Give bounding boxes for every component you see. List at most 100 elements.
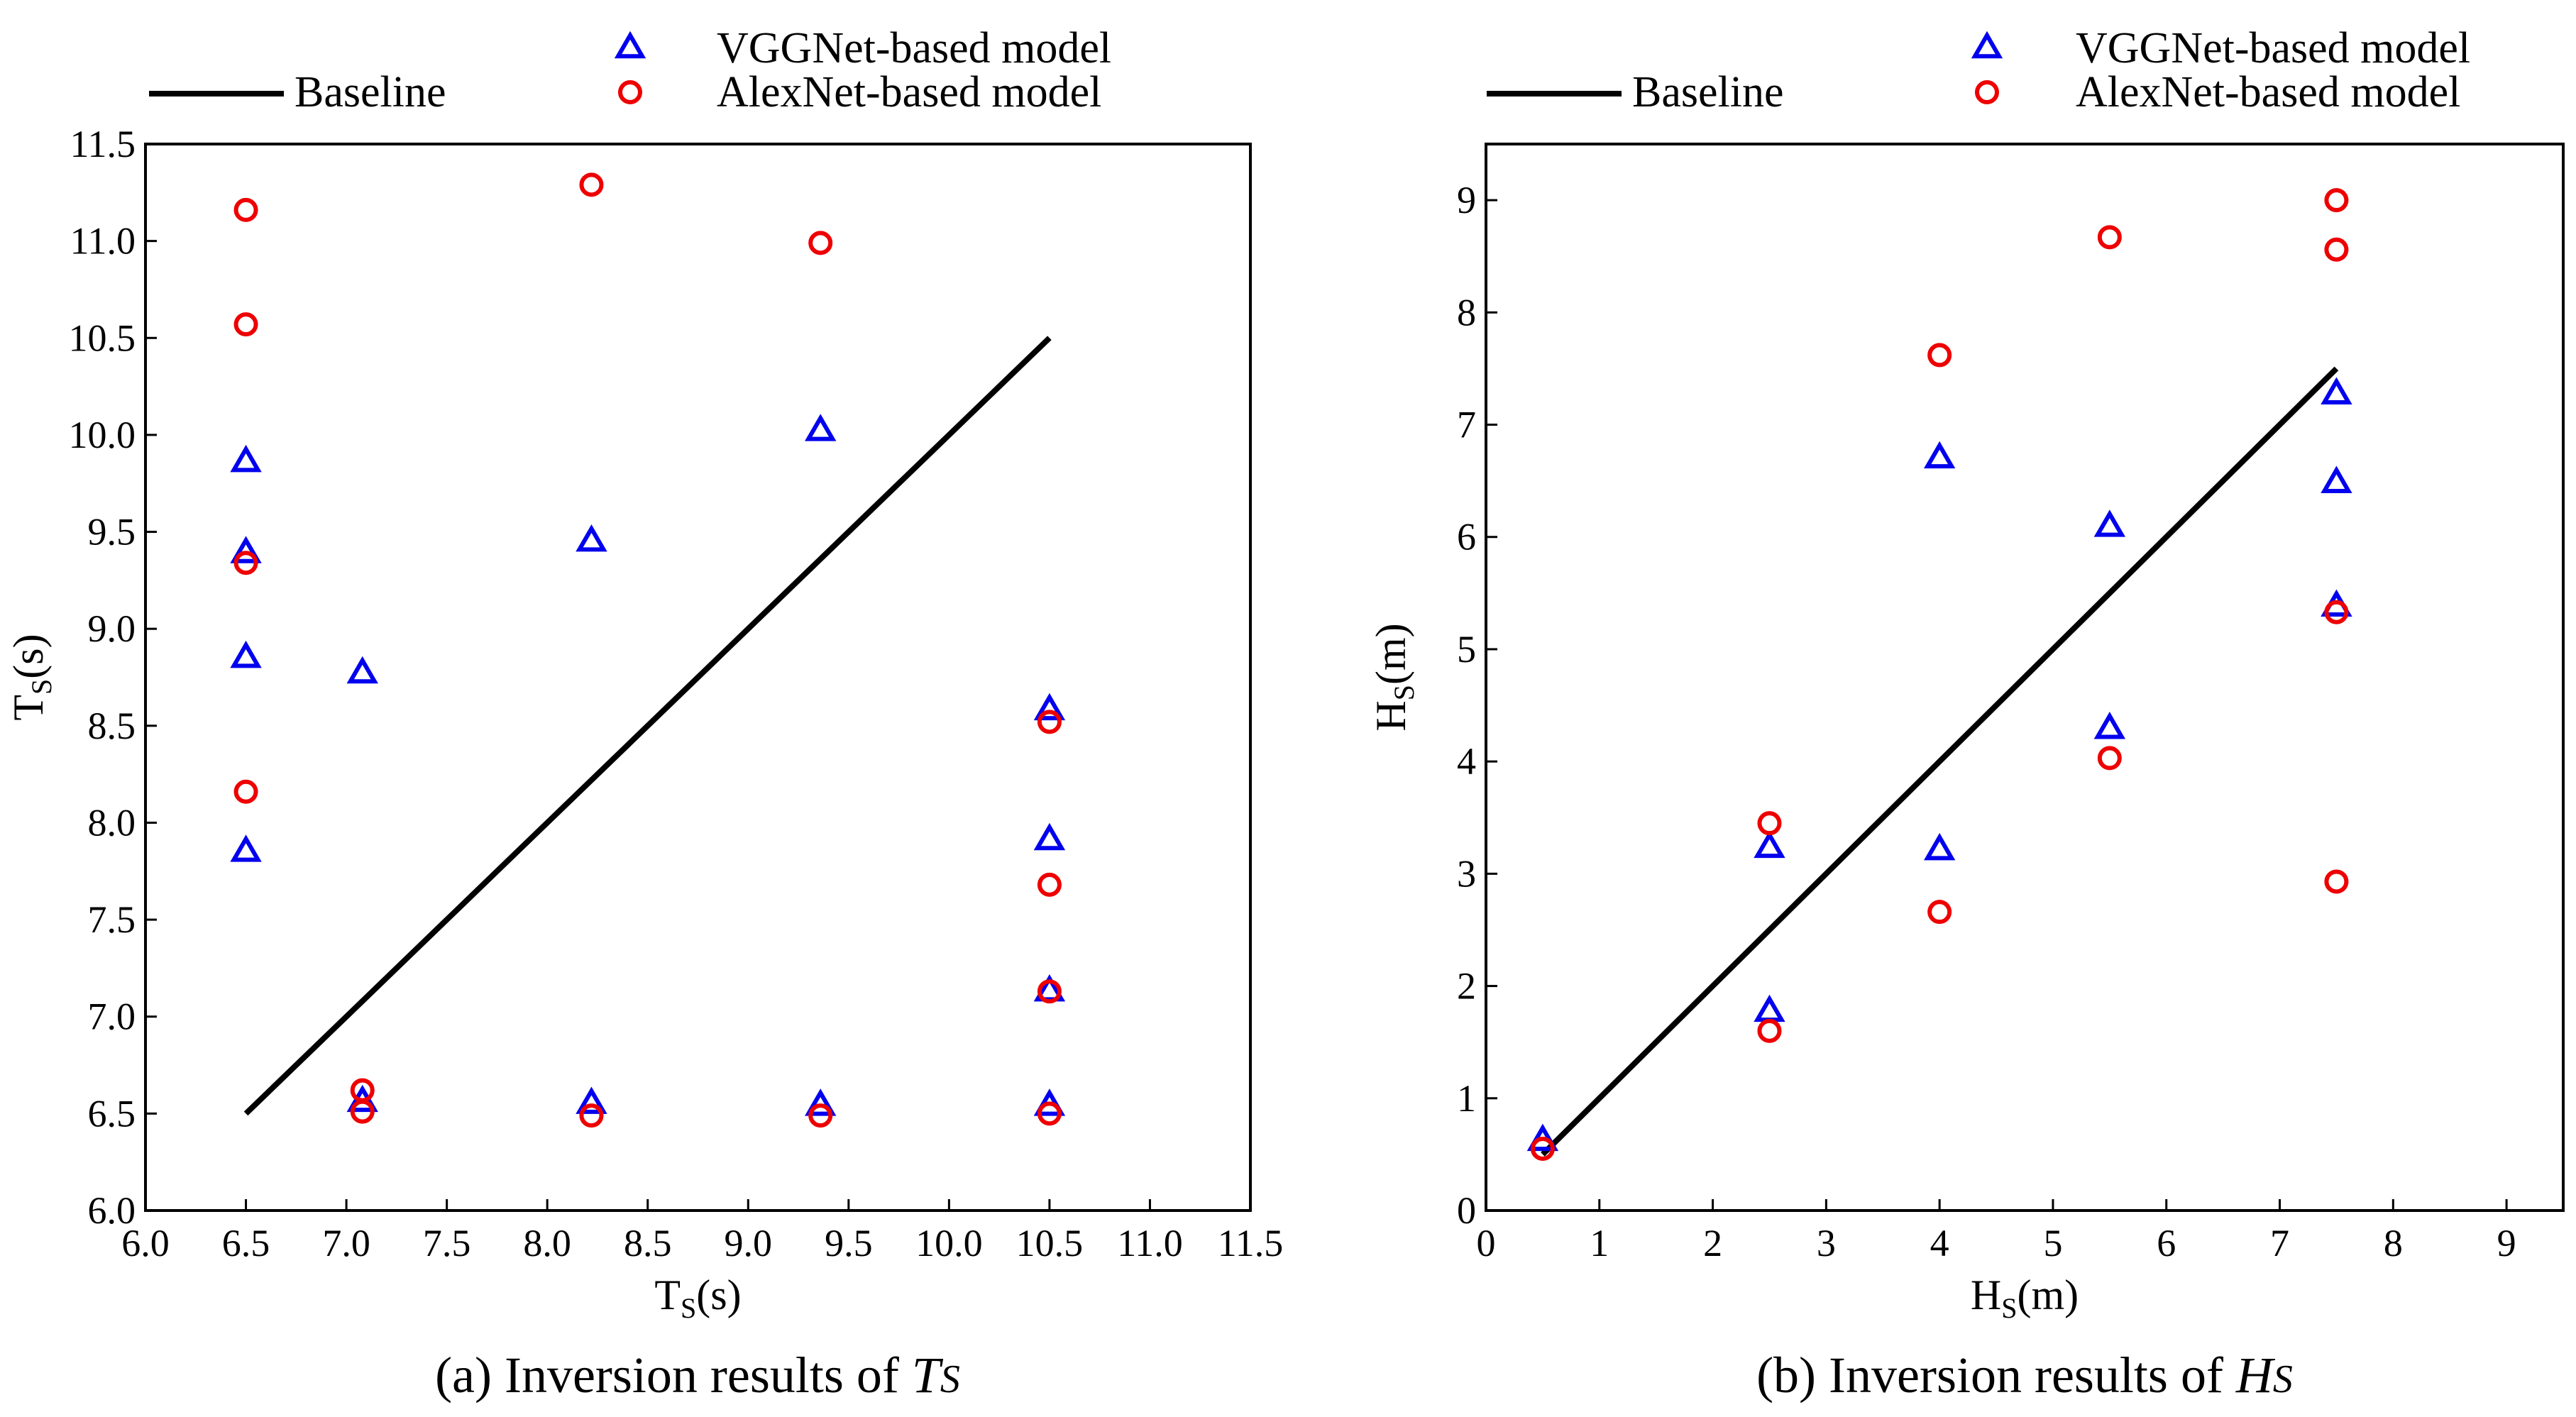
x-tick-label: 5 (2043, 1222, 2062, 1264)
alexnet-series (233, 172, 1062, 1128)
x-tick-label: 7.5 (423, 1222, 471, 1264)
alexnet-point (2097, 225, 2122, 250)
y-tick-label: 10.5 (69, 316, 136, 359)
vggnet-point (230, 834, 262, 862)
alexnet-point (233, 197, 258, 222)
x-axis-title: HS(m) (1971, 1272, 2079, 1324)
x-tick-label: 3 (1817, 1222, 1836, 1264)
vggnet-point (2321, 465, 2352, 493)
y-tick-label: 8 (1457, 291, 1476, 333)
legend-baseline-label: Baseline (1632, 68, 1784, 116)
alexnet-point (233, 312, 258, 337)
x-axis-title: TS(s) (654, 1272, 741, 1324)
vggnet-point (2093, 712, 2126, 739)
alexnet-point (2324, 237, 2349, 262)
vggnet-point (576, 1086, 607, 1114)
vggnet-point (1923, 441, 1956, 469)
x-tick-label: 2 (1703, 1222, 1722, 1264)
legend-alexnet-label: AlexNet-based model (2076, 68, 2460, 116)
alexnet-point (579, 1103, 604, 1128)
vggnet-point (1754, 994, 1785, 1022)
vggnet-point (1754, 830, 1785, 859)
y-tick-label: 1 (1457, 1077, 1476, 1120)
y-axis: 0 1 2 3 4 5 6 7 8 9 (1457, 179, 1497, 1232)
plot-frame (1485, 143, 2565, 1212)
alexnet-point (1927, 900, 1952, 925)
y-tick-label: 5 (1457, 628, 1476, 671)
x-tick-label: 6.5 (222, 1222, 270, 1264)
x-tick-label: 4 (1930, 1222, 1949, 1264)
alexnet-point (1757, 811, 1782, 836)
x-tick-label: 8 (2384, 1222, 2403, 1264)
x-tick-label: 9.5 (825, 1222, 873, 1264)
alexnet-point (808, 1103, 833, 1128)
y-tick-label: 7 (1457, 404, 1476, 446)
alexnet-point (2324, 600, 2349, 624)
alexnet-series (1530, 188, 2349, 1161)
y-tick-label: 11.5 (70, 123, 136, 165)
x-tick-label: 9 (2497, 1222, 2516, 1264)
y-tick-label: 9 (1457, 179, 1476, 221)
vggnet-point (804, 1088, 837, 1116)
panel-a: 6.0 6.5 7.0 7.5 8.0 8.5 9.0 9.5 10.0 10.5 11.0 11.5… (5, 24, 1283, 1404)
x-tick-label: 10.5 (1016, 1222, 1084, 1264)
vggnet-point (1033, 693, 1066, 721)
alexnet-point (233, 779, 258, 804)
vggnet-point (230, 536, 262, 563)
vggnet-point (346, 656, 378, 684)
legend-alexnet-marker (618, 80, 642, 104)
legend-alexnet-label: AlexNet-based model (717, 68, 1101, 116)
vggnet-point (1033, 822, 1066, 851)
legend-alexnet-marker (1975, 80, 1999, 104)
alexnet-point (1927, 343, 1952, 368)
y-tick-label: 6.0 (88, 1189, 136, 1232)
y-tick-label: 8.5 (88, 705, 136, 747)
vggnet-point (804, 414, 837, 441)
alexnet-point (579, 172, 604, 197)
x-tick-label: 7.0 (322, 1222, 370, 1264)
y-tick-label: 8.0 (88, 801, 136, 844)
y-tick-label: 11.0 (70, 220, 136, 263)
legend-baseline-label: Baseline (295, 68, 446, 116)
alexnet-point (1530, 1136, 1555, 1161)
y-axis-title: HS(m) (1367, 623, 1420, 731)
x-tick-label: 6.0 (121, 1222, 170, 1264)
y-tick-label: 7.5 (88, 898, 136, 941)
x-tick-label: 9.0 (725, 1222, 773, 1264)
x-tick-label: 0 (1477, 1222, 1496, 1264)
plot-frame (144, 143, 1252, 1212)
y-tick-label: 2 (1457, 965, 1476, 1008)
legend-vggnet-label: VGGNet-based model (717, 24, 1111, 72)
alexnet-point (2324, 869, 2349, 894)
vggnet-series (230, 414, 1066, 1116)
x-tick-label: 8.5 (624, 1222, 672, 1264)
y-axis-title: TS(s) (5, 634, 57, 720)
alexnet-point (2097, 746, 2122, 771)
y-tick-label: 9.5 (88, 511, 136, 553)
vggnet-point (576, 524, 607, 552)
y-tick-label: 7.0 (88, 996, 136, 1038)
x-tick-label: 11.5 (1218, 1222, 1284, 1264)
panel-caption: (a) Inversion results of TS (435, 1347, 960, 1404)
alexnet-point (1037, 710, 1062, 734)
y-tick-label: 9.0 (88, 607, 136, 650)
y-axis: 6.0 6.5 7.0 7.5 8.0 8.5 9.0 9.5 10.0 10.5 11.0 11.5 (69, 123, 157, 1232)
alexnet-point (1757, 1018, 1782, 1043)
panel-caption: (b) Inversion results of HS (1756, 1347, 2293, 1404)
panel-b: 0 1 2 3 4 5 6 7 8 9 0 1 2 3 4 5 6 7 8 9 HS(m) HS(m) VGGNet-bas… (1367, 24, 2565, 1404)
legend-vggnet-marker (1971, 31, 2003, 59)
y-tick-label: 0 (1457, 1189, 1476, 1232)
alexnet-point (1037, 872, 1062, 897)
vggnet-point (2321, 377, 2352, 404)
y-tick-label: 10.0 (69, 414, 136, 456)
alexnet-point (350, 1099, 375, 1124)
y-tick-label: 4 (1457, 740, 1476, 783)
legend-vggnet-marker (614, 31, 646, 59)
x-tick-label: 10.0 (915, 1222, 983, 1264)
baseline-line (243, 336, 1052, 1116)
y-tick-label: 6 (1457, 516, 1476, 558)
baseline-line (1541, 366, 2339, 1157)
